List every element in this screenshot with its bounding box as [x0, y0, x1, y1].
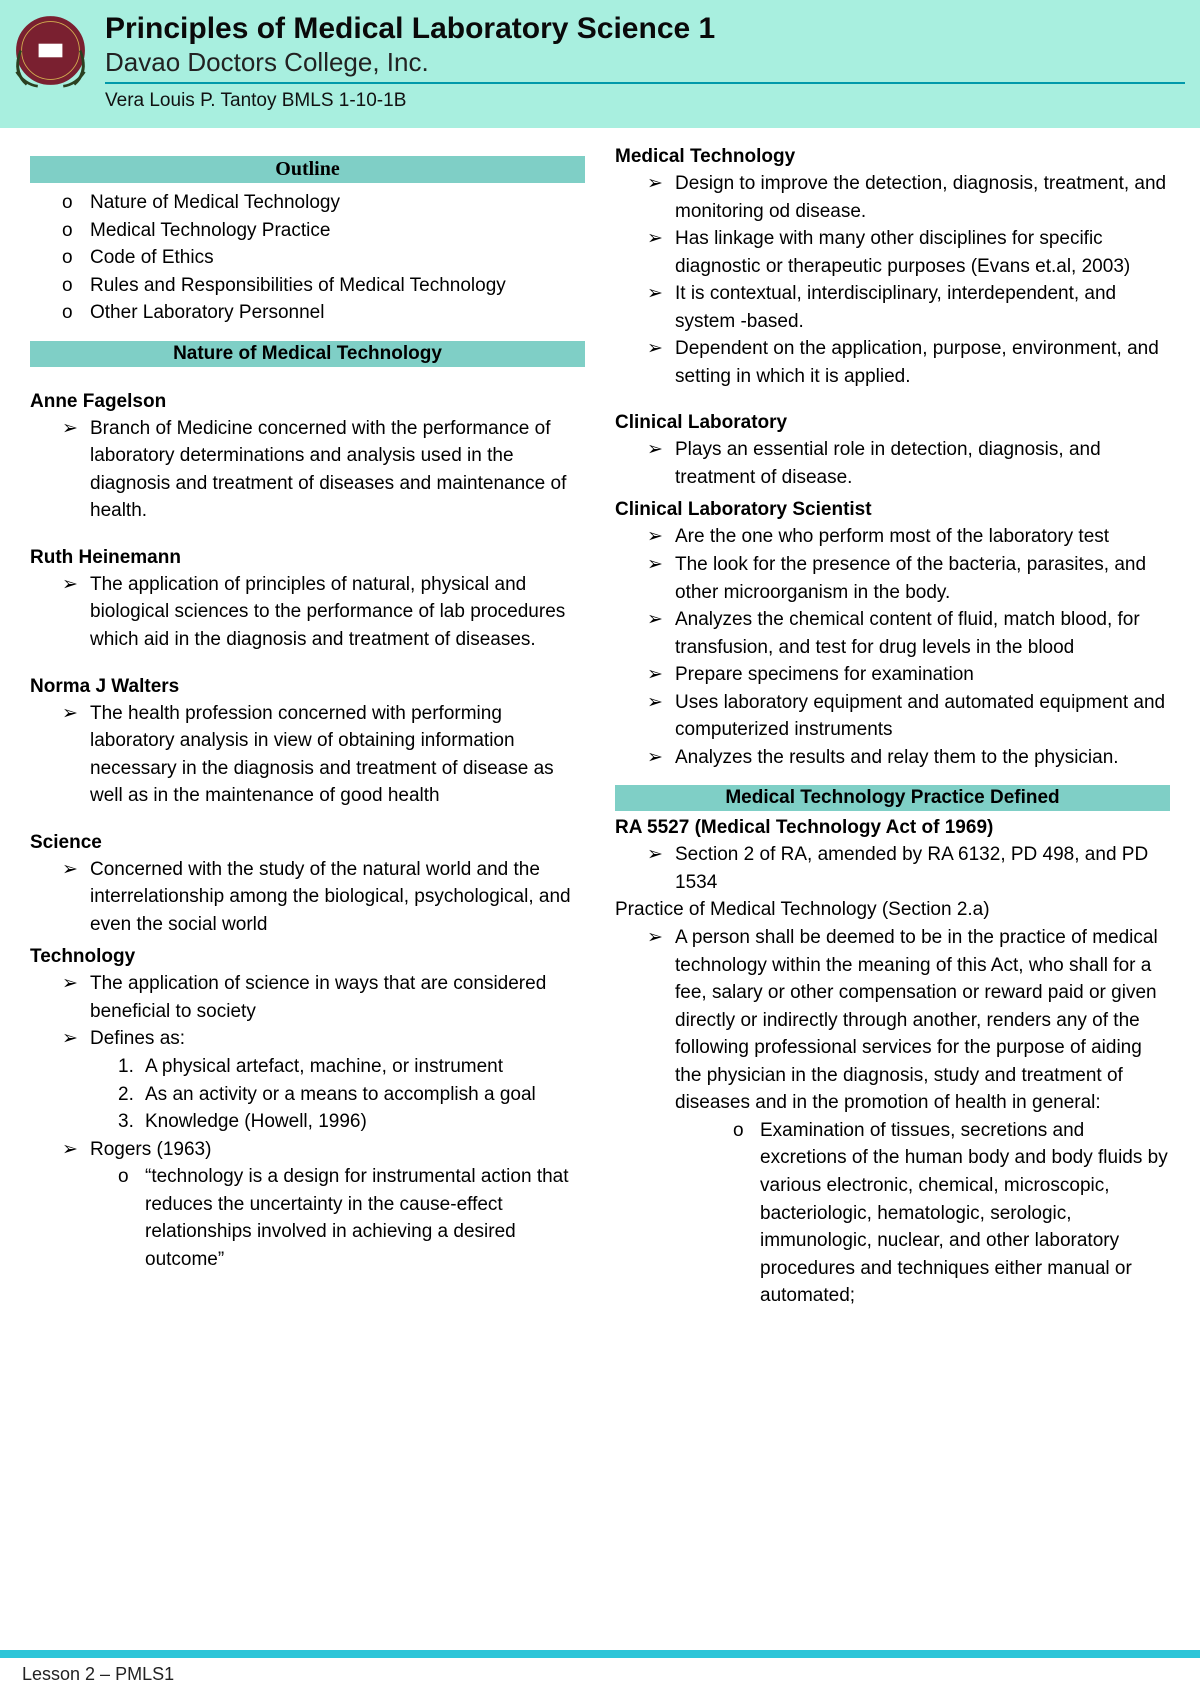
author-line: Vera Louis P. Tantoy BMLS 1-10-1B: [105, 90, 1180, 112]
heading-clinlab: Clinical Laboratory: [615, 412, 1170, 434]
footer: Lesson 2 – PMLS1: [0, 1650, 1200, 1697]
text: “technology is a design for instrumental…: [30, 1163, 585, 1273]
footer-bar: [0, 1650, 1200, 1658]
text: Plays an essential role in detection, di…: [615, 436, 1170, 491]
heading-technology: Technology: [30, 946, 585, 968]
text: Prepare specimens for examination: [615, 661, 1170, 689]
text: Rogers (1963): [30, 1136, 585, 1164]
nature-banner: Nature of Medical Technology: [30, 341, 585, 367]
heading-science: Science: [30, 832, 585, 854]
text: A person shall be deemed to be in the pr…: [615, 924, 1170, 1117]
outline-item: Code of Ethics: [30, 244, 585, 272]
text: Analyzes the chemical content of fluid, …: [615, 606, 1170, 661]
list-item: Knowledge (Howell, 1996): [30, 1108, 585, 1136]
text: It is contextual, interdisciplinary, int…: [615, 280, 1170, 335]
content-area: Outline Nature of Medical Technology Med…: [0, 128, 1200, 1310]
text: Analyzes the results and relay them to t…: [615, 744, 1170, 772]
text: Defines as:: [30, 1025, 585, 1053]
practice-banner: Medical Technology Practice Defined: [615, 785, 1170, 811]
list-item: A physical artefact, machine, or instrum…: [30, 1053, 585, 1081]
text: Dependent on the application, purpose, e…: [615, 335, 1170, 390]
text: Are the one who perform most of the labo…: [615, 523, 1170, 551]
document-title: Principles of Medical Laboratory Science…: [105, 12, 1180, 45]
heading-ra: RA 5527 (Medical Technology Act of 1969): [615, 817, 1170, 839]
college-name: Davao Doctors College, Inc.: [105, 47, 1180, 78]
outline-item: Nature of Medical Technology: [30, 189, 585, 217]
text: Concerned with the study of the natural …: [30, 856, 585, 939]
outline-item: Rules and Responsibilities of Medical Te…: [30, 272, 585, 300]
heading-heinemann: Ruth Heinemann: [30, 547, 585, 569]
right-column: Medical Technology Design to improve the…: [615, 146, 1170, 1310]
heading-walters: Norma J Walters: [30, 676, 585, 698]
left-column: Outline Nature of Medical Technology Med…: [30, 146, 585, 1310]
text: Design to improve the detection, diagnos…: [615, 170, 1170, 225]
text: Examination of tissues, secretions and e…: [615, 1117, 1170, 1310]
heading-medtech: Medical Technology: [615, 146, 1170, 168]
text: The application of principles of natural…: [30, 571, 585, 654]
header-banner: Principles of Medical Laboratory Science…: [0, 0, 1200, 128]
footer-text: Lesson 2 – PMLS1: [0, 1658, 1200, 1697]
subheading-practice: Practice of Medical Technology (Section …: [615, 896, 1170, 924]
text: The application of science in ways that …: [30, 970, 585, 1025]
outline-item: Medical Technology Practice: [30, 217, 585, 245]
text: The look for the presence of the bacteri…: [615, 551, 1170, 606]
college-logo: [8, 8, 93, 93]
outline-banner: Outline: [30, 156, 585, 183]
outline-list: Nature of Medical Technology Medical Tec…: [30, 189, 585, 327]
text: Uses laboratory equipment and automated …: [615, 689, 1170, 744]
text: The health profession concerned with per…: [30, 700, 585, 810]
header-rule: [105, 82, 1185, 84]
heading-clinsci: Clinical Laboratory Scientist: [615, 499, 1170, 521]
text: Section 2 of RA, amended by RA 6132, PD …: [615, 841, 1170, 896]
list-item: As an activity or a means to accomplish …: [30, 1081, 585, 1109]
heading-fagelson: Anne Fagelson: [30, 391, 585, 413]
outline-item: Other Laboratory Personnel: [30, 299, 585, 327]
text: Branch of Medicine concerned with the pe…: [30, 415, 585, 525]
text: Has linkage with many other disciplines …: [615, 225, 1170, 280]
